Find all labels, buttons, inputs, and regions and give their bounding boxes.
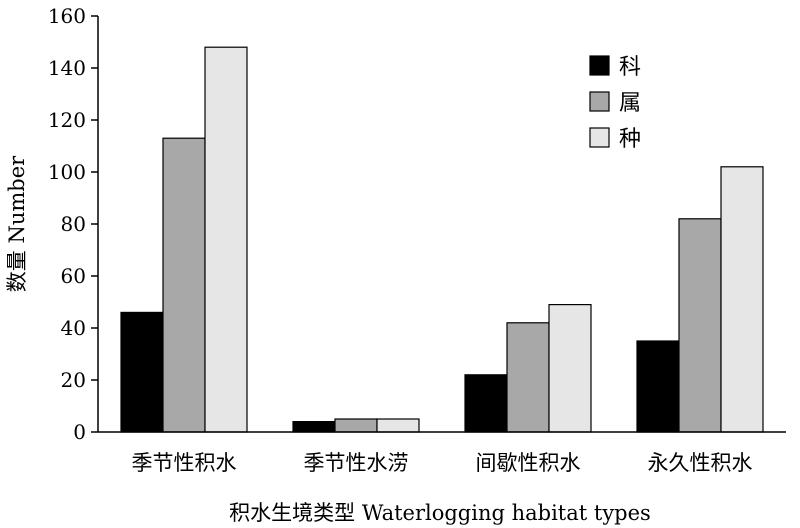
legend-label: 种 <box>619 127 641 152</box>
bar <box>120 311 164 433</box>
legend-swatch <box>589 55 610 76</box>
y-axis-ticks: 0 20 40 60 80 100 120 140 160 <box>48 4 98 444</box>
y-tick-label: 0 <box>73 420 86 444</box>
bar <box>292 421 336 433</box>
bar <box>162 137 206 433</box>
y-tick-label: 60 <box>61 264 86 288</box>
y-axis-title: 数量 Number <box>5 155 29 292</box>
bar <box>464 374 508 433</box>
bar <box>720 166 764 433</box>
bars <box>120 46 764 433</box>
bar <box>678 218 722 433</box>
legend-swatch <box>589 127 610 148</box>
y-tick-label: 120 <box>48 108 86 132</box>
bar <box>376 418 420 433</box>
bar <box>636 340 680 433</box>
x-category-label: 间歇性积水 <box>476 451 581 475</box>
x-category-label: 季节性水涝 <box>304 451 409 475</box>
x-category-label: 季节性积水 <box>132 451 237 475</box>
x-axis-category-labels: 季节性积水 季节性水涝 间歇性积水 永久性积水 <box>132 451 753 475</box>
bar <box>334 418 378 433</box>
x-category-label: 永久性积水 <box>648 451 753 475</box>
legend: 科属种 <box>589 55 641 152</box>
bar <box>506 322 550 433</box>
x-axis-title: 积水生境类型 Waterlogging habitat types <box>229 501 651 525</box>
bar <box>204 46 248 433</box>
y-tick-label: 160 <box>48 4 86 28</box>
legend-swatch <box>589 91 610 112</box>
y-tick-label: 80 <box>61 212 86 236</box>
legend-label: 科 <box>619 55 641 80</box>
y-tick-label: 140 <box>48 56 86 80</box>
legend-label: 属 <box>619 91 641 116</box>
y-tick-label: 40 <box>61 316 86 340</box>
bar <box>548 304 592 433</box>
y-tick-label: 100 <box>48 160 86 184</box>
y-tick-label: 20 <box>61 368 86 392</box>
